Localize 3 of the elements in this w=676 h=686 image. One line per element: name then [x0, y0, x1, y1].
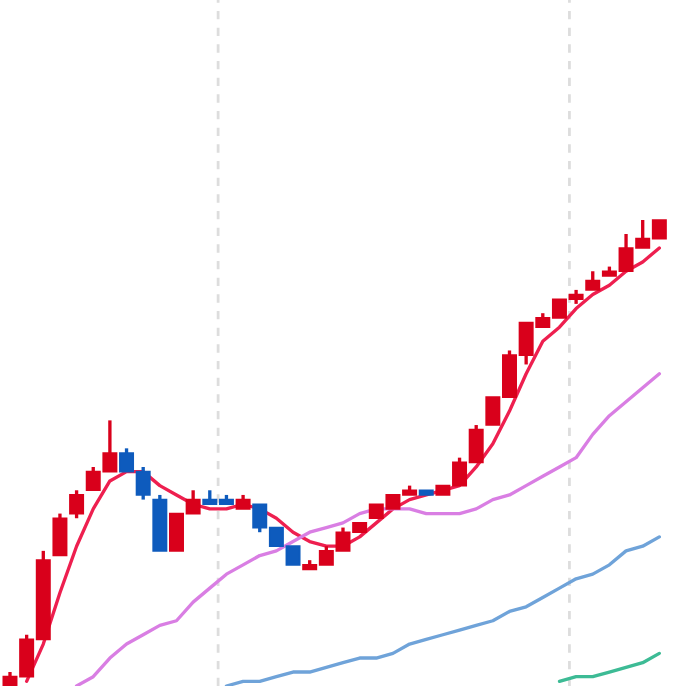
candlestick — [69, 488, 85, 520]
candlestick — [585, 269, 601, 292]
candlestick — [52, 511, 68, 558]
